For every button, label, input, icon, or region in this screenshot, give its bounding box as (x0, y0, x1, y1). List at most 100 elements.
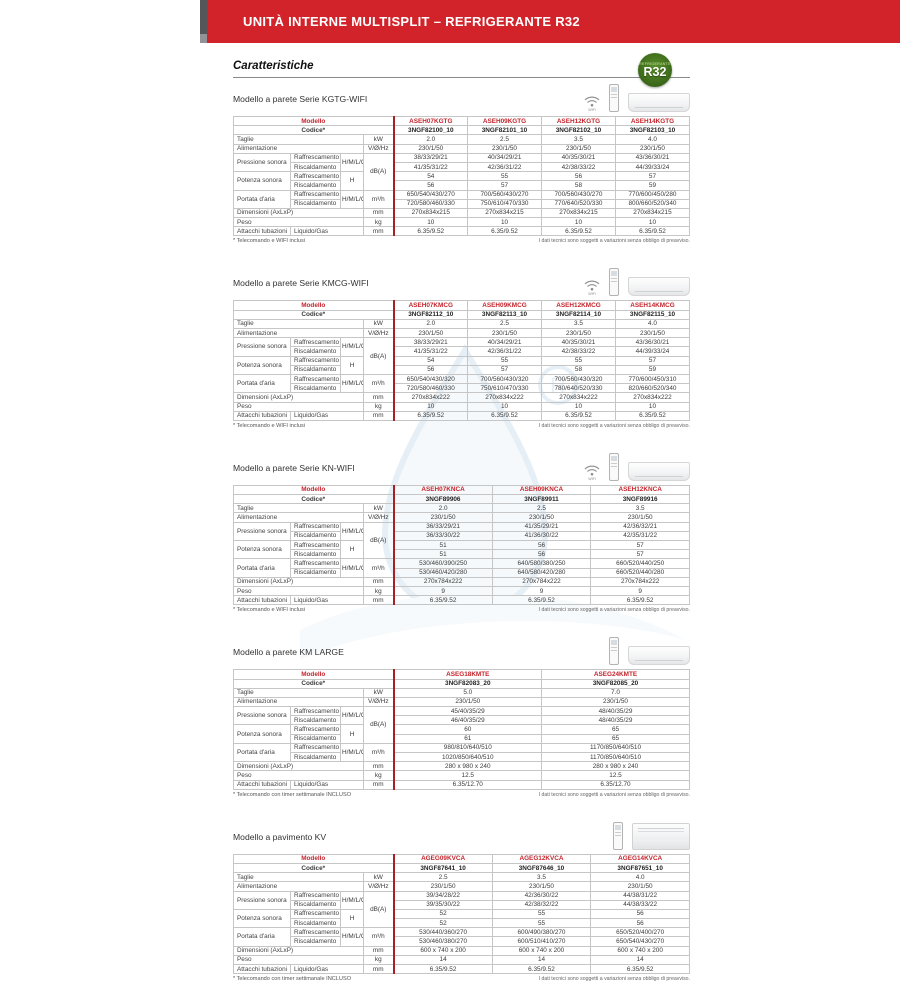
value-cell: 57 (590, 549, 690, 560)
unit-cell: V/Ø/Hz (362, 143, 395, 154)
table-row: Taglie kW 2.5 3.5 4.0 (233, 872, 690, 883)
value-cell: 530/460/420/280 (392, 567, 493, 578)
row-label-alimentazione: Alimentazione (233, 512, 364, 523)
heading-row: Caratteristiche REFRIGERANTE R32 (233, 53, 690, 87)
value-cell: 270x834x215 (614, 207, 691, 219)
value-cell: 14 (491, 954, 592, 966)
sub-label-riscaldamento: Riscaldamento (290, 567, 341, 578)
value-cell: 650/540/430/270 (392, 189, 468, 200)
footnote-right: I dati tecnici sono soggetti a variazion… (538, 422, 690, 429)
value-cell: 38/33/29/21 (392, 152, 468, 163)
sub-label-raffrescamento: Raffrescamento (290, 908, 341, 920)
value-cell: 42/36/32/21 (590, 521, 690, 532)
value-cell: 57 (467, 180, 542, 191)
sub-label-riscaldamento: Riscaldamento (290, 715, 341, 726)
r32-badge: REFRIGERANTE R32 (638, 53, 672, 87)
unit-cell: m³/h (362, 742, 395, 763)
value-cell: 270x784x222 (590, 576, 690, 587)
value-cell: 48/40/35/29 (541, 706, 690, 717)
table-row: Attacchi tubazioni Liquido/Gas mm 6.35/9.52… (233, 410, 691, 421)
mode-cell: H (340, 908, 364, 929)
section-header: Modello a parete Serie KGTG-WIFI WIFI (233, 84, 690, 113)
value-cell: 6.35/9.52 (392, 963, 493, 975)
table-row: Potenza sonora Raffrescamento H 54 55 55 57 (233, 355, 691, 375)
value-cell: 650/540/430/320 (392, 373, 468, 385)
sub-label-raffrescamento: Raffrescamento (290, 355, 341, 366)
value-cell: 52 (392, 908, 493, 920)
value-cell: 12.5 (541, 770, 690, 781)
unit-cell: mm (362, 945, 395, 956)
modello-header: Modello (232, 300, 395, 311)
footnote-left: * Telecomando e WIFI inclusi (233, 422, 306, 429)
footnote-right: I dati tecnici sono soggetti a variazion… (538, 607, 690, 614)
unit-cell: kW (362, 872, 395, 883)
footnote-left: * Telecomando con timer settimanale INCL… (233, 791, 352, 798)
code-cell: 3NGF87641_10 (392, 862, 493, 874)
unit-cell: kW (362, 687, 395, 698)
code-cell: 3NGF89916 (590, 494, 690, 505)
value-cell: 700/560/430/270 (540, 189, 616, 200)
value-cell: 700/560/430/320 (540, 373, 616, 385)
table-row: Riscaldamento 46/40/35/29 48/40/35/29 (234, 715, 690, 726)
remote-control-icon (613, 821, 623, 850)
sub-label-raffrescamento: Raffrescamento (290, 152, 341, 163)
mode-cell: H/M/L/Q (340, 706, 364, 726)
wifi-icon: WIFI (584, 95, 600, 112)
table-row: Potenza sonora Raffrescamento H 52 55 56 (233, 908, 690, 929)
remote-buttons (611, 647, 617, 652)
table-row: Dimensioni (AxLxP) mm 270x834x215 270x834x2… (233, 207, 691, 219)
value-cell: 42/36/31/22 (467, 161, 542, 173)
modello-header: Modello (232, 115, 395, 127)
row-label-pressione-sonora: Pressione sonora (233, 337, 291, 357)
value-cell: 4.0 (614, 318, 691, 330)
code-cell: 3NGF82083_20 (392, 678, 542, 689)
row-label-peso: Peso (233, 954, 364, 966)
spec-table: Modello ASEH07KGTG ASEH09KGTG ASEH12KGTG ASE… (232, 115, 691, 237)
value-cell: 51 (392, 549, 493, 560)
table-row: Riscaldamento 720/580/460/330 750/610/470/… (234, 383, 691, 394)
value-cell: 230/1/50 (540, 143, 616, 154)
value-cell: 10 (392, 401, 468, 412)
value-cell: 9 (491, 585, 592, 597)
value-cell: 280 x 980 x 240 (392, 761, 542, 772)
table-row: Portata d'aria Raffrescamento H/M/L/Q m³/h 5… (233, 927, 690, 947)
value-cell: 3.5 (491, 872, 592, 883)
value-cell: 42/35/31/22 (590, 530, 690, 542)
unit-cell: kW (362, 503, 395, 514)
value-cell: 54 (392, 171, 468, 182)
value-cell: 60 (392, 724, 542, 735)
value-cell: 44/38/33/22 (590, 899, 690, 910)
value-cell: 56 (491, 549, 592, 560)
sub-label-riscaldamento: Riscaldamento (290, 936, 341, 947)
table-row: Pressione sonora Raffrescamento H/M/L/Q dB(… (233, 890, 690, 929)
table-row: Modello AGEG09KVCA AGEG12KVCA AGEG14KVCA (232, 853, 690, 864)
value-cell: 45/40/35/29 (392, 706, 542, 717)
table-row: Codice* 3NGF82112_10 3NGF82113_10 3NGF82114… (232, 309, 691, 320)
model-name-cell: ASEH07KNCA (392, 484, 493, 496)
value-cell: 41/36/30/22 (491, 530, 592, 542)
value-cell: 230/1/50 (392, 327, 468, 339)
value-cell: 41/35/31/22 (392, 346, 468, 357)
sub-label-riscaldamento: Riscaldamento (290, 549, 341, 560)
sections-container: Modello a parete Serie KGTG-WIFI WIFI Mode… (232, 84, 691, 982)
table-row: Pressione sonora Raffrescamento H/M/L/Q dB(… (233, 337, 691, 375)
unit-cell: kW (362, 134, 395, 145)
sub-label-raffrescamento: Raffrescamento (290, 337, 341, 348)
row-label-attacchi: Attacchi tubazioni (233, 595, 291, 606)
row-label-potenza-sonora: Potenza sonora (233, 539, 291, 560)
wall-unit-vent (635, 291, 683, 293)
value-cell: 57 (467, 364, 542, 375)
table-row: Attacchi tubazioni Liquido/Gas mm 6.35/9.52… (233, 595, 690, 606)
model-name-cell: ASEH09KMCG (467, 300, 542, 311)
table-row: Riscaldamento 1020/850/640/510 1170/850/64… (234, 751, 690, 763)
value-cell: 650/540/430/270 (590, 936, 690, 947)
value-cell: 51 (392, 539, 493, 551)
value-cell: 270x834x215 (467, 207, 542, 219)
value-cell: 770/640/520/330 (540, 198, 616, 209)
code-cell: 3NGF82115_10 (614, 309, 691, 320)
table-row: Riscaldamento 530/460/380/270 600/510/410/… (234, 936, 690, 947)
value-cell: 600 x 740 x 200 (491, 945, 592, 956)
row-label-alimentazione: Alimentazione (233, 696, 364, 708)
row-label-taglie: Taglie (233, 872, 364, 883)
sub-label-raffrescamento: Raffrescamento (290, 189, 341, 200)
